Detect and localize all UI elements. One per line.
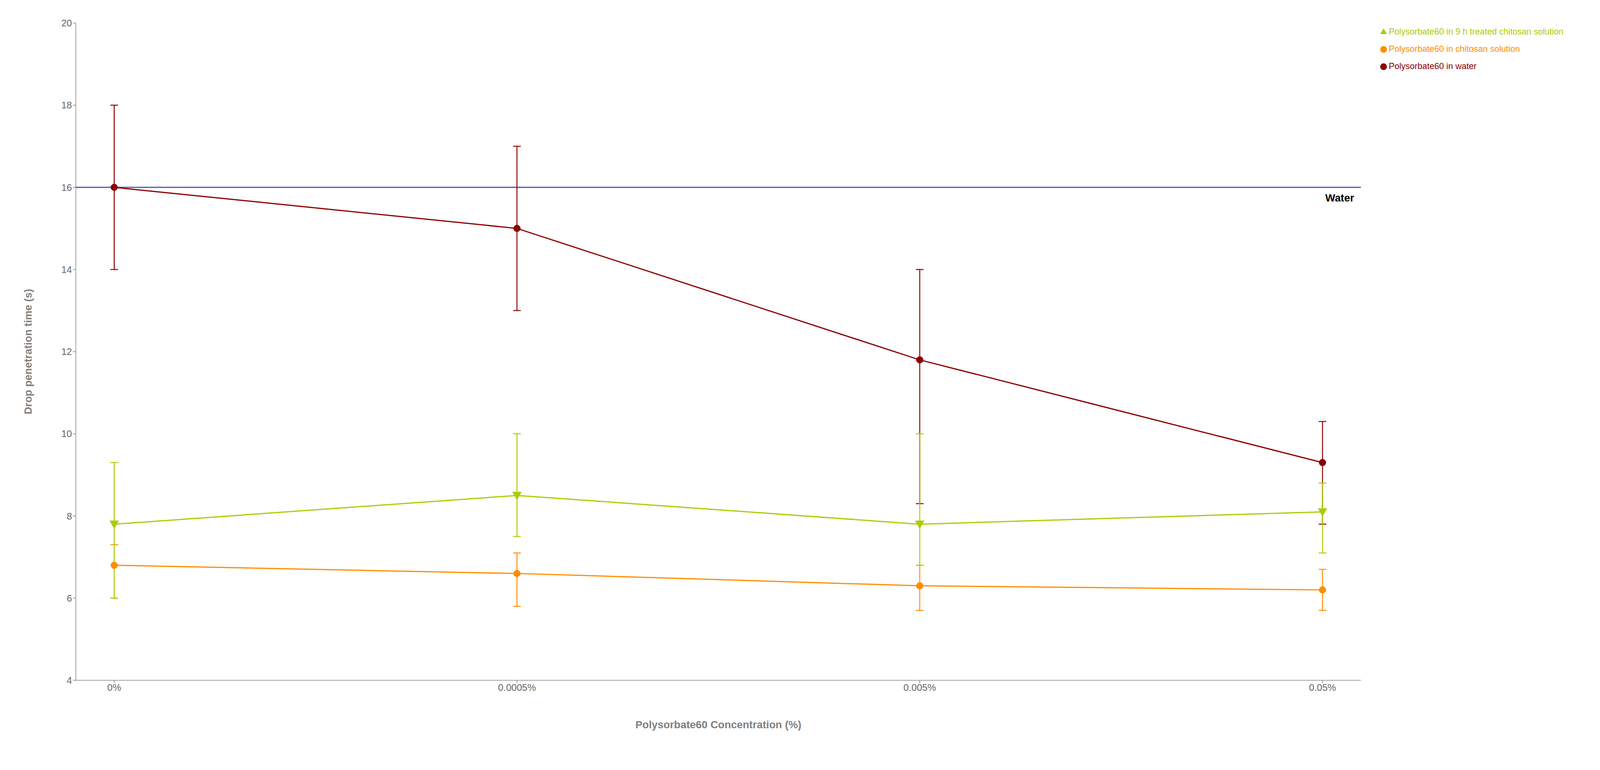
- svg-text:18: 18: [61, 99, 72, 111]
- svg-text:20: 20: [61, 17, 72, 29]
- svg-text:8: 8: [66, 511, 72, 522]
- html-text:Polysorbate60 in chitosan solu: Polysorbate60 in chitosan solution: [1388, 44, 1520, 54]
- svg-text:12: 12: [61, 346, 72, 358]
- svg-text:6: 6: [66, 593, 72, 604]
- svg-text:Polysorbate60 Concentration (%: Polysorbate60 Concentration (%): [635, 718, 802, 731]
- svg-text:14: 14: [61, 264, 72, 275]
- svg-text:0.05%: 0.05%: [1308, 682, 1337, 693]
- svg-text:Water: Water: [1325, 191, 1355, 204]
- html-text:Polysorbate60 in water: Polysorbate60 in water: [1388, 61, 1477, 72]
- svg-text:4: 4: [66, 675, 72, 686]
- svg-text:16: 16: [61, 182, 72, 193]
- html-text:Polysorbate60 in 9 h treated c: Polysorbate60 in 9 h treated chitosan so…: [1388, 26, 1564, 37]
- svg-text:0.005%: 0.005%: [903, 682, 937, 693]
- svg-text:0.0005%: 0.0005%: [498, 682, 537, 693]
- svg-text:10: 10: [61, 428, 72, 440]
- svg-text:0%: 0%: [107, 682, 122, 693]
- svg-text:Drop penetration time (s): Drop penetration time (s): [22, 288, 35, 415]
